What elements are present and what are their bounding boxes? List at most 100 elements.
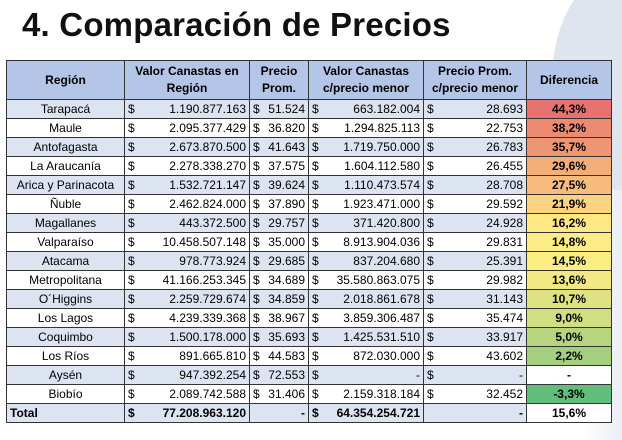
currency-symbol: $ xyxy=(128,330,135,344)
valor-canastas-menor-cell: $1.425.531.510 xyxy=(308,327,424,347)
currency-symbol: $ xyxy=(253,311,260,325)
region-cell: Magallanes xyxy=(6,213,125,233)
cell-value: 35.474 xyxy=(486,311,523,325)
cell-value: 443.372.500 xyxy=(179,216,246,230)
currency-symbol: $ xyxy=(427,273,434,287)
precio-prom-cell: $34.689 xyxy=(249,270,309,290)
valor-canastas-cell: $4.239.339.368 xyxy=(124,308,250,328)
cell-value: - xyxy=(519,368,523,382)
valor-canastas-cell: $2.462.824.000 xyxy=(124,194,250,214)
cell-value: 29.685 xyxy=(268,254,305,268)
total-precio-prom-menor: - xyxy=(423,403,527,423)
precio-prom-menor-cell: $28.708 xyxy=(423,175,527,195)
currency-symbol: $ xyxy=(312,406,319,420)
price-comparison-table: Región Valor Canastas en Región Precio P… xyxy=(6,60,612,423)
diferencia-cell: 14,8% xyxy=(526,232,612,252)
diferencia-cell: 21,9% xyxy=(526,194,612,214)
precio-prom-menor-cell: $32.452 xyxy=(423,384,527,404)
currency-symbol: $ xyxy=(128,273,135,287)
currency-symbol: $ xyxy=(253,368,260,382)
cell-value: 837.204.680 xyxy=(353,254,420,268)
cell-value: 72.553 xyxy=(268,368,305,382)
region-cell: La Araucanía xyxy=(6,156,125,176)
cell-value: 1.294.825.113 xyxy=(344,121,420,135)
valor-canastas-cell: $1.532.721.147 xyxy=(124,175,250,195)
cell-value: 2.159.318.184 xyxy=(343,387,420,401)
precio-prom-menor-cell: $35.474 xyxy=(423,308,527,328)
precio-prom-menor-cell: $22.753 xyxy=(423,118,527,138)
currency-symbol: $ xyxy=(128,178,135,192)
table-row: Los Ríos $891.665.810 $44.583 $872.030.000 $… xyxy=(6,346,612,366)
currency-symbol: $ xyxy=(253,121,260,135)
currency-symbol: $ xyxy=(312,330,319,344)
cell-value: 1.532.721.147 xyxy=(169,178,246,192)
currency-symbol: $ xyxy=(128,406,135,420)
currency-symbol: $ xyxy=(312,349,319,363)
precio-prom-cell: $51.524 xyxy=(249,99,309,119)
cell-value: 34.689 xyxy=(268,273,305,287)
cell-value: 29.757 xyxy=(268,216,305,230)
cell-value: - xyxy=(416,368,420,382)
region-cell: Biobío xyxy=(6,384,125,404)
diferencia-cell: 27,5% xyxy=(526,175,612,195)
table-row: Los Lagos $4.239.339.368 $38.967 $3.859.306… xyxy=(6,308,612,328)
precio-prom-cell: $37.575 xyxy=(249,156,309,176)
currency-symbol: $ xyxy=(253,273,260,287)
cell-value: 64.354.254.721 xyxy=(336,406,420,420)
precio-prom-menor-cell: $29.982 xyxy=(423,270,527,290)
precio-prom-menor-cell: $33.917 xyxy=(423,327,527,347)
cell-value: 8.913.904.036 xyxy=(343,235,420,249)
currency-symbol: $ xyxy=(312,311,319,325)
diferencia-cell: 9,0% xyxy=(526,308,612,328)
table-row: Ñuble $2.462.824.000 $37.890 $1.923.471.000… xyxy=(6,194,612,214)
precio-prom-cell: $38.967 xyxy=(249,308,309,328)
currency-symbol: $ xyxy=(253,178,260,192)
region-cell: Valparaíso xyxy=(6,232,125,252)
cell-value: 77.208.963.120 xyxy=(162,406,246,420)
currency-symbol: $ xyxy=(427,311,434,325)
cell-value: 51.524 xyxy=(268,102,305,116)
cell-value: 28.693 xyxy=(486,102,523,116)
table-row: Valparaíso $10.458.507.148 $35.000 $8.913.9… xyxy=(6,232,612,252)
diferencia-cell: 14,5% xyxy=(526,251,612,271)
diferencia-cell: 16,2% xyxy=(526,213,612,233)
valor-canastas-menor-cell: $1.604.112.580 xyxy=(308,156,424,176)
currency-symbol: $ xyxy=(128,216,135,230)
valor-canastas-cell: $2.089.742.588 xyxy=(124,384,250,404)
cell-value: 24.928 xyxy=(486,216,523,230)
region-cell: Tarapacá xyxy=(6,99,125,119)
currency-symbol: $ xyxy=(312,216,319,230)
table-row: La Araucanía $2.278.338.270 $37.575 $1.604.… xyxy=(6,156,612,176)
currency-symbol: $ xyxy=(253,197,260,211)
valor-canastas-menor-cell: $ - xyxy=(308,365,424,385)
cell-value: 38.967 xyxy=(268,311,305,325)
header-row: Región Valor Canastas en Región Precio P… xyxy=(6,60,612,100)
currency-symbol: $ xyxy=(312,121,319,135)
precio-prom-cell: $36.820 xyxy=(249,118,309,138)
currency-symbol: $ xyxy=(427,140,434,154)
currency-symbol: $ xyxy=(253,235,260,249)
table-row: Maule $2.095.377.429 $36.820 $1.294.825.113… xyxy=(6,118,612,138)
precio-prom-cell: $35.000 xyxy=(249,232,309,252)
total-diferencia: 15,6% xyxy=(526,403,612,423)
region-cell: Metropolitana xyxy=(6,270,125,290)
total-valor-canastas-menor: $64.354.254.721 xyxy=(308,403,424,423)
precio-prom-menor-cell: $24.928 xyxy=(423,213,527,233)
cell-value: 2.673.870.500 xyxy=(169,140,246,154)
currency-symbol: $ xyxy=(253,140,260,154)
currency-symbol: $ xyxy=(128,311,135,325)
region-cell: Los Lagos xyxy=(6,308,125,328)
diferencia-cell: 29,6% xyxy=(526,156,612,176)
valor-canastas-cell: $891.665.810 xyxy=(124,346,250,366)
cell-value: 3.859.306.487 xyxy=(343,311,420,325)
currency-symbol: $ xyxy=(427,349,434,363)
currency-symbol: $ xyxy=(427,102,434,116)
table-row: Coquimbo $1.500.178.000 $35.693 $1.425.531.… xyxy=(6,327,612,347)
currency-symbol: $ xyxy=(312,387,319,401)
header-precio-prom-menor: Precio Prom. c/precio menor xyxy=(423,60,527,100)
cell-value: 2.089.742.588 xyxy=(169,387,246,401)
region-cell: Antofagasta xyxy=(6,137,125,157)
cell-value: 371.420.800 xyxy=(353,216,420,230)
currency-symbol: $ xyxy=(427,216,434,230)
precio-prom-menor-cell: $31.143 xyxy=(423,289,527,309)
